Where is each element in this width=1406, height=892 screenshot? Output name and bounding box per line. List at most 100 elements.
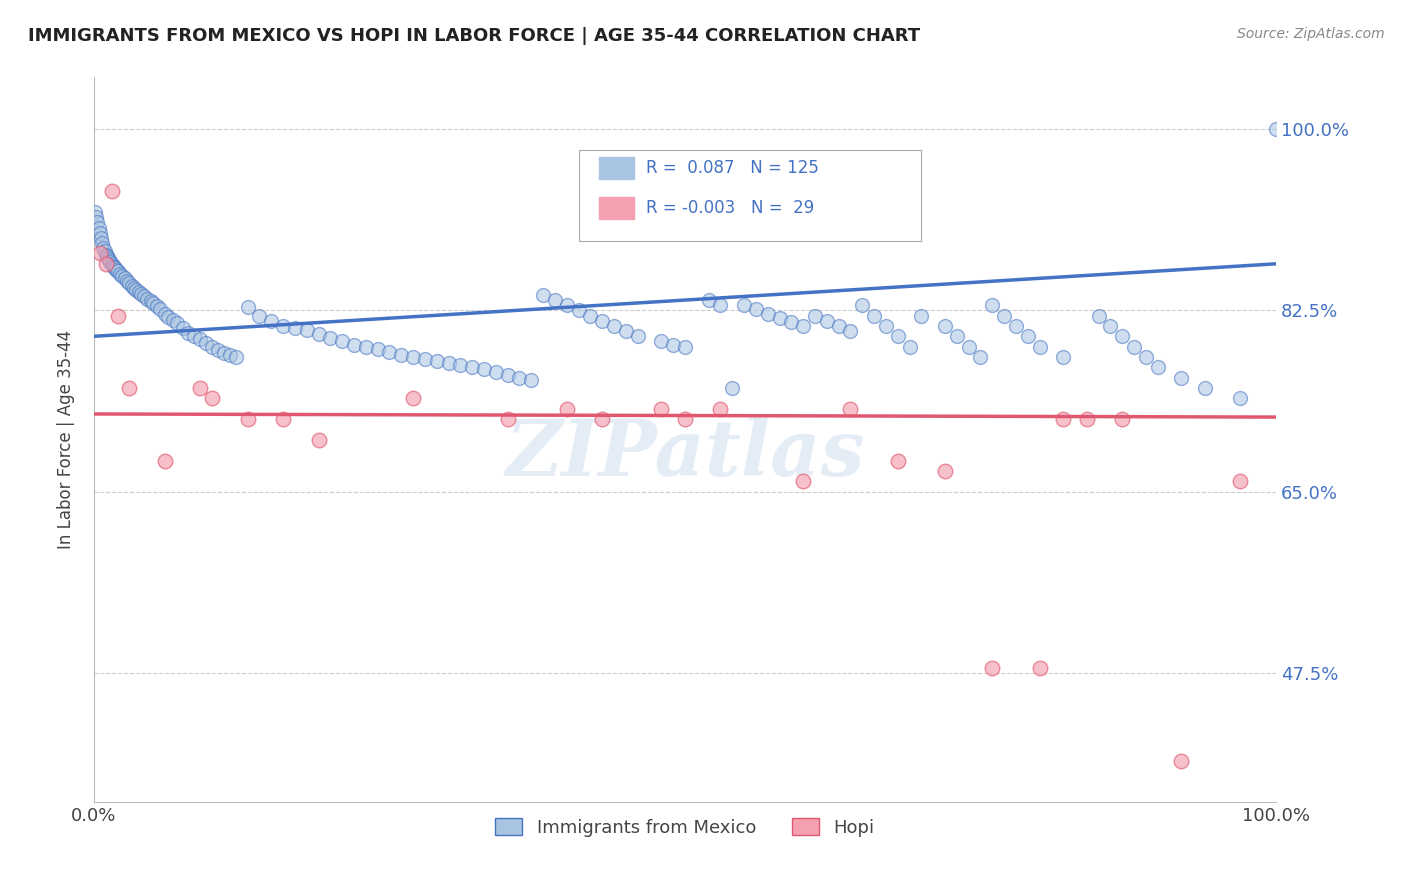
Point [426,354,449,368]
Point [1170,754,1192,768]
Y-axis label: In Labor Force | Age 35-44: In Labor Force | Age 35-44 [58,330,75,549]
Point [367,342,389,356]
Point [1052,412,1074,426]
Point [1229,392,1251,406]
Point [153,453,176,467]
Point [115,275,138,289]
Point [128,285,150,299]
Point [934,464,956,478]
Point [271,412,294,426]
Text: R =  0.087   N = 125: R = 0.087 N = 125 [645,159,818,177]
Point [343,337,366,351]
Point [94,257,117,271]
Point [225,350,247,364]
Point [308,327,330,342]
Point [1005,318,1028,333]
Point [745,302,768,317]
Point [107,264,129,278]
Point [101,259,124,273]
Point [195,335,218,350]
Point [934,318,956,333]
Point [271,318,294,333]
Point [555,401,578,416]
Point [697,293,720,307]
Point [910,309,932,323]
Point [100,257,122,271]
Point [1111,412,1133,426]
Point [132,289,155,303]
Point [886,453,908,467]
Point [308,433,330,447]
Point [886,329,908,343]
Point [780,315,803,329]
Point [260,314,283,328]
Point [662,337,685,351]
Point [177,326,200,341]
Point [839,324,862,338]
Point [567,303,589,318]
Point [105,263,128,277]
Point [768,310,790,325]
Point [1123,340,1146,354]
Point [201,392,224,406]
Point [114,271,136,285]
Point [86,215,108,229]
Point [898,340,921,354]
Point [84,211,107,225]
Point [149,302,172,317]
Point [1111,329,1133,343]
Point [1028,660,1050,674]
Point [389,348,412,362]
Point [111,269,134,284]
Point [108,267,131,281]
Point [153,306,176,320]
Text: Source: ZipAtlas.com: Source: ZipAtlas.com [1237,27,1385,41]
Point [157,310,180,324]
Text: IMMIGRANTS FROM MEXICO VS HOPI IN LABOR FORCE | AGE 35-44 CORRELATION CHART: IMMIGRANTS FROM MEXICO VS HOPI IN LABOR … [28,27,921,45]
Point [87,220,110,235]
Point [485,364,508,378]
Point [94,247,117,261]
Point [1265,122,1288,136]
Point [472,362,495,376]
Point [531,288,554,302]
Point [1087,309,1109,323]
Point [104,260,127,275]
Point [249,309,271,323]
Point [97,251,120,265]
Point [284,321,307,335]
Legend: Immigrants from Mexico, Hopi: Immigrants from Mexico, Hopi [488,811,882,844]
Point [709,298,731,312]
Point [827,318,849,333]
Point [139,294,162,309]
Point [721,381,744,395]
Point [804,309,827,323]
Point [815,314,838,328]
Point [851,298,873,312]
Point [875,318,897,333]
Point [162,312,184,326]
Point [957,340,980,354]
Point [981,660,1004,674]
Point [103,260,125,274]
Point [100,254,122,268]
Text: ZIPatlas: ZIPatlas [505,416,865,492]
Point [673,412,696,426]
Point [378,344,401,359]
Point [98,252,121,267]
Point [118,277,141,291]
Point [555,298,578,312]
Point [84,205,107,219]
Point [93,241,115,255]
Point [172,321,194,335]
Point [413,352,436,367]
Point [402,350,425,364]
Point [792,475,814,489]
Point [449,359,471,373]
Point [90,231,112,245]
Point [212,346,235,360]
Point [166,316,188,330]
Point [520,373,543,387]
Point [89,246,111,260]
Text: R = -0.003   N =  29: R = -0.003 N = 29 [645,199,814,217]
